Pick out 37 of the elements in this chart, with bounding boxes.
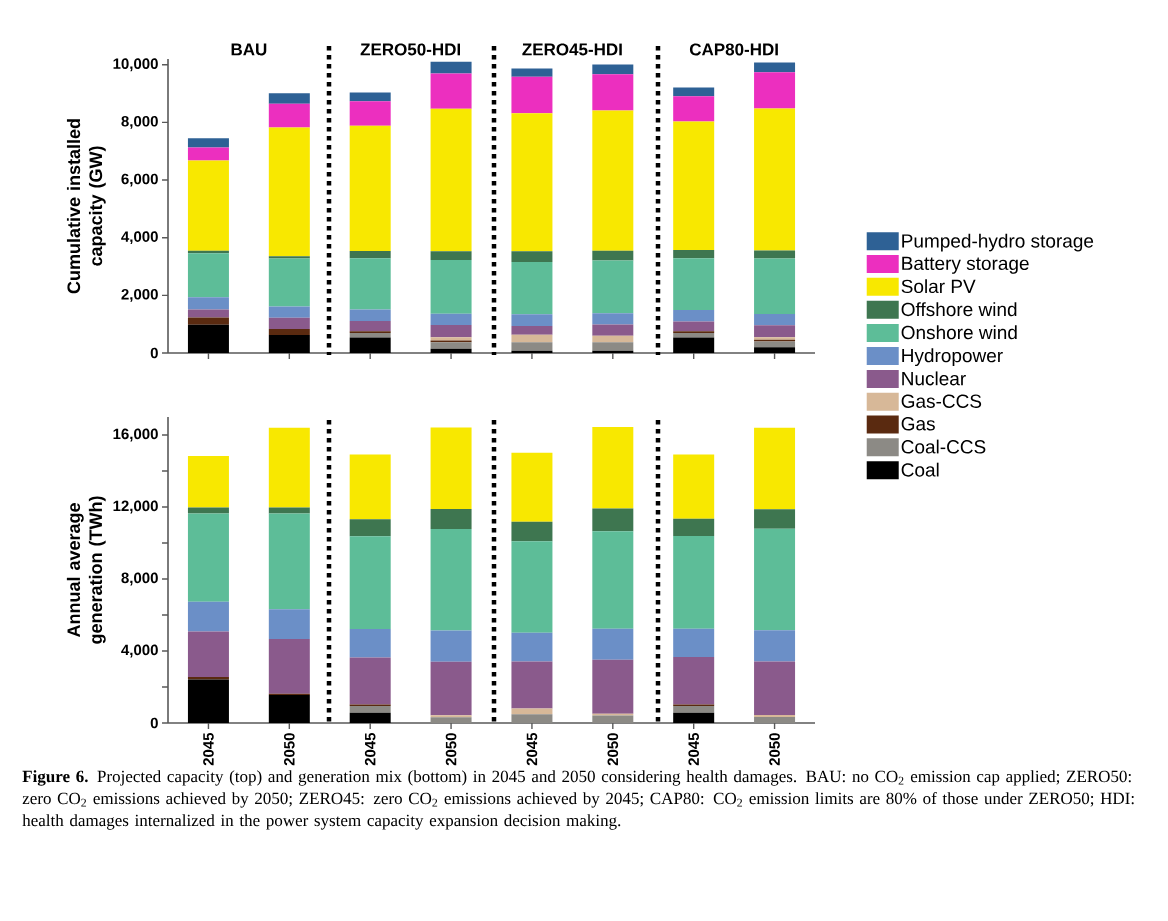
text: BAU xyxy=(231,43,267,56)
x-tick-label: 2045 xyxy=(203,732,214,766)
y-tick-label: 12,000 xyxy=(113,500,158,514)
y-tick-label: 6,000 xyxy=(121,173,158,187)
x-tick-label: 2050 xyxy=(769,733,780,766)
x-tick-label: 2050 xyxy=(445,733,457,766)
y-tick-label: 8,000 xyxy=(121,116,158,129)
x-tick-label: 2045 xyxy=(688,732,699,766)
y-tick-label: 4,000 xyxy=(121,644,158,658)
text: ZERO45-HDI xyxy=(522,43,622,56)
x-tick-label: 2045 xyxy=(364,732,376,766)
text: ZERO50-HDI xyxy=(360,43,461,56)
y-axis-title: Annual average generation (TWh) xyxy=(66,496,106,644)
legend-label: Hydropower xyxy=(902,348,1003,367)
legend-label: Coal xyxy=(901,462,939,477)
legend-label: Onshore wind xyxy=(901,325,1017,340)
y-tick-label: 0 xyxy=(150,717,158,729)
legend-label: Battery storage xyxy=(902,256,1029,274)
legend-label: Pumped-hydro storage xyxy=(902,233,1094,252)
text: CAP80-HDI xyxy=(689,43,778,56)
x-tick-label: 2050 xyxy=(607,733,619,766)
text: Figure 6. Projected capacity (top) and generation mix (bottom) in 2045 and 2050 considering health damages. BAU: no CO$_{2}$ emission cap applied; ZERO50: zero CO$_{2}$ emissions achieved by 2050; ZERO45: zero CO$_{2}$ emissions achieved by 2045; CAP80: CO$_{2}$ emission limits are 80% of those under ZERO50; HDI: health damages internalized in the power system capacity expansion decision making. xyxy=(22,770,1134,830)
y-tick-label: 8,000 xyxy=(121,572,158,586)
legend-label: Coal-CCS xyxy=(901,439,986,454)
x-tick-label: 2045 xyxy=(526,732,538,766)
y-tick-label: 0 xyxy=(150,347,158,359)
y-tick-label: 4,000 xyxy=(121,231,158,245)
legend-label: Nuclear xyxy=(902,371,966,386)
y-tick-label: 10,000 xyxy=(113,58,158,72)
y-tick-label: 16,000 xyxy=(113,428,158,442)
legend-label: Gas xyxy=(901,417,935,431)
legend-label: Offshore wind xyxy=(901,302,1017,317)
y-tick-label: 2,000 xyxy=(121,288,158,302)
y-axis-title: Cumulative installed capacity (GW) xyxy=(66,119,106,294)
x-tick-label: 2050 xyxy=(284,733,295,766)
legend-label: Gas-CCS xyxy=(901,394,982,408)
legend-label: Solar PV xyxy=(901,279,976,294)
